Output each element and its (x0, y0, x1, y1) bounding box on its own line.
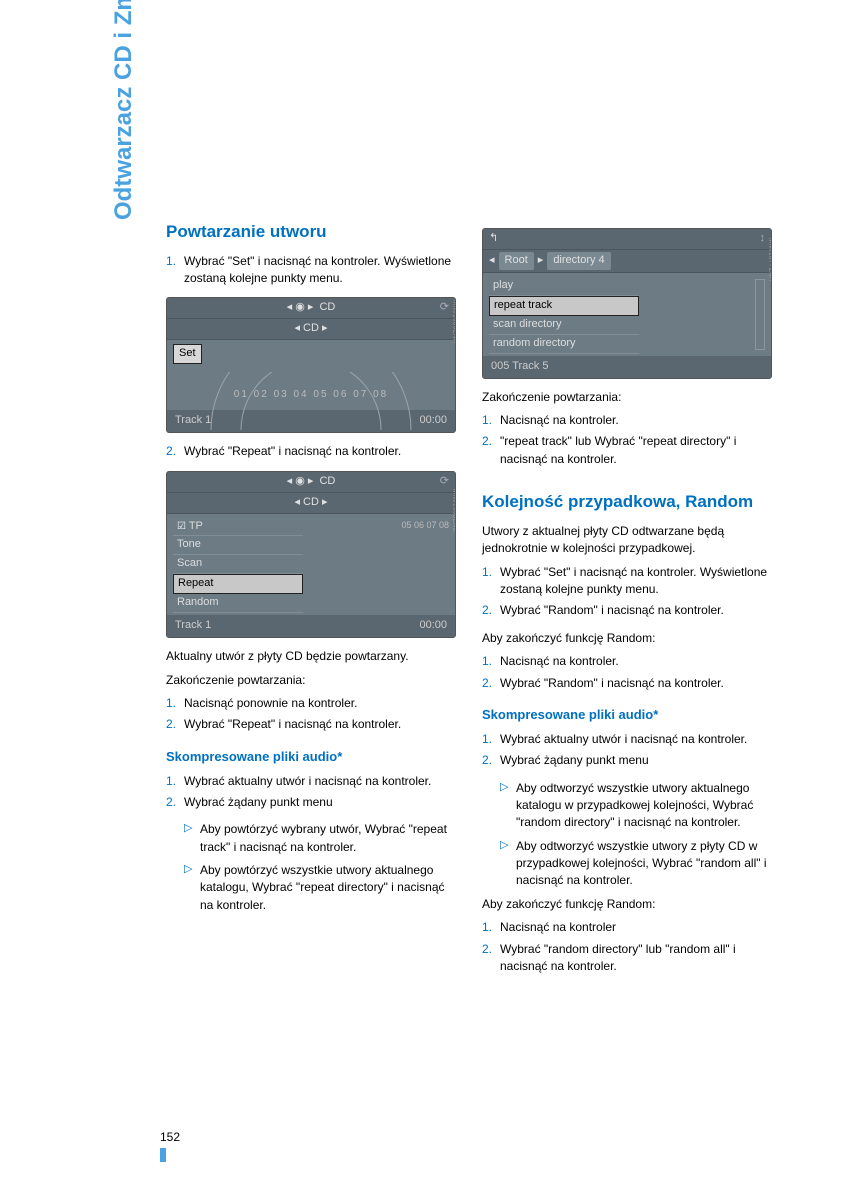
image-ref: MN01538ENB (449, 489, 456, 532)
heading-compressed-audio: Skompresowane pliki audio* (166, 748, 456, 767)
chevron-right-icon: ▸ (538, 253, 544, 269)
corner-icon: ⟳ (440, 300, 449, 316)
nav-arrows-icon: ◂ ◉ ▸ (287, 300, 314, 316)
page-content: Powtarzanie utworu 1.Wybrać "Set" i naci… (110, 220, 790, 985)
breadcrumb-root[interactable]: Root (499, 252, 534, 270)
triangle-icon: ▷ (500, 780, 516, 832)
menu-item-play[interactable]: play (489, 277, 639, 296)
menu-item-scan[interactable]: Scan (173, 555, 303, 574)
page-number: 152 (160, 1130, 180, 1144)
steps-repeat-1: 1.Wybrać "Set" i nacisnąć na kontroler. … (166, 253, 456, 288)
steps-compressed-right: 1.Wybrać aktualny utwór i nacisnąć na ko… (482, 731, 772, 770)
track-label: Track 1 (175, 618, 211, 634)
bullet-list-right: ▷Aby odtworzyć wszystkie utwory aktualne… (500, 780, 772, 890)
heading-compressed-audio-right: Skompresowane pliki audio* (482, 706, 772, 725)
triangle-icon: ▷ (184, 821, 200, 856)
step-number: 1. (166, 253, 184, 288)
nav-arrows-icon: ▸ (322, 322, 328, 334)
menu-item-tp[interactable]: ☑ TP (173, 518, 303, 537)
nav-left-icon[interactable]: ◂ (489, 253, 495, 269)
image-ref: MN01877ENA (765, 238, 772, 281)
paragraph: Aby zakończyć funkcję Random: (482, 630, 772, 647)
steps-compressed-left: 1.Wybrać aktualny utwór i nacisnąć na ko… (166, 773, 456, 812)
menu-list: play repeat track scan directory random … (489, 277, 639, 354)
nav-arrows-icon: ◂ (294, 496, 300, 508)
track-dial: 01 02 03 04 05 06 07 08 (173, 364, 449, 404)
paragraph: Aktualny utwór z płyty CD będzie powtarz… (166, 648, 456, 665)
nav-arrows-icon: ▸ (322, 496, 328, 508)
menu-item-random[interactable]: Random (173, 594, 303, 613)
steps-random-c: 1.Nacisnąć na kontroler 2.Wybrać "random… (482, 919, 772, 975)
partial-dial: 05 06 07 08 (401, 520, 449, 532)
set-button[interactable]: Set (173, 344, 202, 364)
menu-item-scan-directory[interactable]: scan directory (489, 316, 639, 335)
step-text: Wybrać "Repeat" i nacisnąć na kontroler. (184, 443, 456, 460)
paragraph: Zakończenie powtarzania: (166, 672, 456, 689)
bullet-list: ▷Aby powtórzyć wybrany utwór, Wybrać "re… (184, 821, 456, 914)
paragraph: Utwory z aktualnej płyty CD odtwarzane b… (482, 523, 772, 558)
page-marker (160, 1148, 166, 1162)
menu-item-repeat[interactable]: Repeat (173, 574, 303, 594)
heading-repeat-track: Powtarzanie utworu (166, 220, 456, 245)
breadcrumb: ◂ Root ▸ directory 4 (483, 250, 771, 273)
steps-random-b: 1.Nacisnąć na kontroler. 2.Wybrać "Rando… (482, 653, 772, 692)
scrollbar[interactable] (755, 279, 765, 350)
corner-icon: ⟳ (440, 474, 449, 490)
menu-item-random-directory[interactable]: random directory (489, 335, 639, 354)
top-label: CD (319, 474, 335, 490)
triangle-icon: ▷ (184, 862, 200, 914)
footer-track-label: 005 Track 5 (491, 359, 548, 375)
paragraph: Zakończenie powtarzania: (482, 389, 772, 406)
time-label: 00:00 (419, 618, 447, 634)
sub-label: CD (303, 496, 319, 508)
screenshot-directory-menu: ↰ ↕ ◂ Root ▸ directory 4 play repeat tra… (482, 228, 772, 379)
step-repeat-2: 2.Wybrać "Repeat" i nacisnąć na kontrole… (166, 443, 456, 460)
menu-item-tone[interactable]: Tone (173, 536, 303, 555)
menu-item-repeat-track[interactable]: repeat track (489, 296, 639, 316)
triangle-icon: ▷ (500, 838, 516, 890)
nav-arrows-icon: ◂ (294, 322, 300, 334)
sub-label: CD (303, 322, 319, 334)
screenshot-cd-repeat-menu: ◂ ◉ ▸ CD ⟳ ◂ CD ▸ ☑ TP Tone Scan Repeat … (166, 471, 456, 639)
side-chapter-title: Odtwarzacz CD i Zmieniacz CD (110, 0, 138, 220)
heading-random: Kolejność przypadkowa, Random (482, 490, 772, 515)
steps-end-repeat: 1.Nacisnąć ponownie na kontroler. 2.Wybr… (166, 695, 456, 734)
top-label: CD (319, 300, 335, 316)
steps-end-repeat-right: 1.Nacisnąć na kontroler. 2."repeat track… (482, 412, 772, 468)
paragraph: Aby zakończyć funkcję Random: (482, 896, 772, 913)
left-column: Powtarzanie utworu 1.Wybrać "Set" i naci… (166, 220, 456, 985)
step-text: Wybrać "Set" i nacisnąć na kontroler. Wy… (184, 253, 456, 288)
breadcrumb-dir[interactable]: directory 4 (547, 252, 610, 270)
step-number: 2. (166, 443, 184, 460)
right-column: ↰ ↕ ◂ Root ▸ directory 4 play repeat tra… (482, 220, 772, 985)
menu-list: ☑ TP Tone Scan Repeat Random (173, 518, 303, 614)
screenshot-cd-set: ◂ ◉ ▸ CD ⟳ ◂ CD ▸ Set 01 (166, 297, 456, 433)
image-ref: MN01865ENA (449, 300, 456, 343)
back-icon[interactable]: ↰ (489, 231, 498, 247)
steps-random-a: 1.Wybrać "Set" i nacisnąć na kontroler. … (482, 564, 772, 620)
nav-arrows-icon: ◂ ◉ ▸ (287, 474, 314, 490)
corner-icon: ↕ (760, 231, 766, 247)
